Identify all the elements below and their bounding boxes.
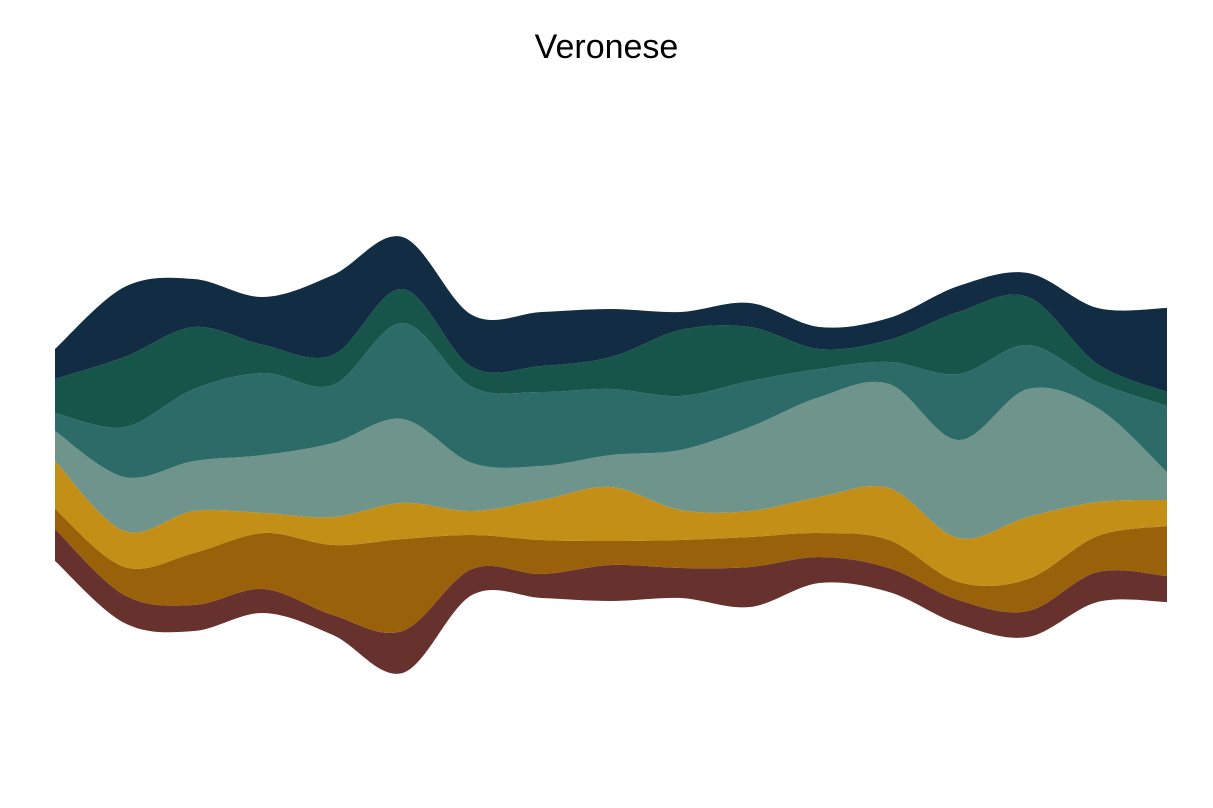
stream-layer-2 (55, 509, 1167, 633)
stream-layer-5 (55, 322, 1167, 478)
chart-title: Veronese (534, 28, 679, 66)
stream-layers (55, 236, 1167, 674)
stream-layer-7 (55, 236, 1167, 392)
stream-layer-4 (55, 381, 1167, 539)
stream-layer-6 (55, 288, 1167, 428)
stream-layer-1 (55, 529, 1167, 674)
stream-layer-3 (55, 461, 1167, 586)
